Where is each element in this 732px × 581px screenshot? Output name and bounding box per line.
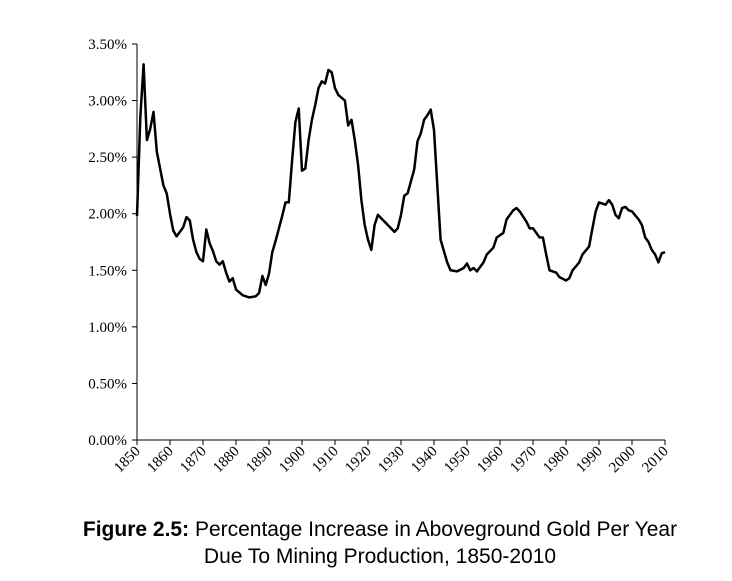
y-tick-label: 3.00% [88,94,127,110]
x-tick-label: 1930 [375,444,408,477]
x-tick-label: 1970 [507,444,540,477]
x-tick-label: 1990 [573,444,606,477]
x-tick-label: 1900 [276,444,309,477]
y-tick-label: 2.50% [88,150,127,166]
y-tick-label: 3.50% [88,37,127,53]
x-tick-label: 2000 [606,444,639,477]
x-tick-label: 1960 [474,444,507,477]
y-tick-label: 1.50% [88,263,127,279]
x-tick-label: 1870 [177,444,210,477]
x-tick-label: 2010 [639,444,672,477]
caption-line-1: Figure 2.5: Percentage Increase in Above… [83,518,677,541]
data-line [135,63,666,299]
x-tick-label: 1880 [210,444,243,477]
x-tick-label: 1890 [243,444,276,477]
title-line: Due To Mining Production, 1850-2010 [204,545,556,568]
x-tick-label: 1950 [441,444,474,477]
x-tick-label: 1980 [540,444,573,477]
y-tick-label: 0.00% [88,433,127,449]
y-tick-label: 0.50% [88,376,127,392]
y-tick-label: 1.00% [88,320,127,336]
x-tick-label: 1940 [408,444,441,477]
figure-label: Figure 2.5: [83,518,189,541]
x-tick-label: 1860 [144,444,177,477]
y-tick-label: 2.00% [88,207,127,223]
x-tick-label: 1920 [342,444,375,477]
title-line: Percentage Increase in Aboveground Gold … [195,518,677,541]
x-tick-label: 1910 [309,444,342,477]
